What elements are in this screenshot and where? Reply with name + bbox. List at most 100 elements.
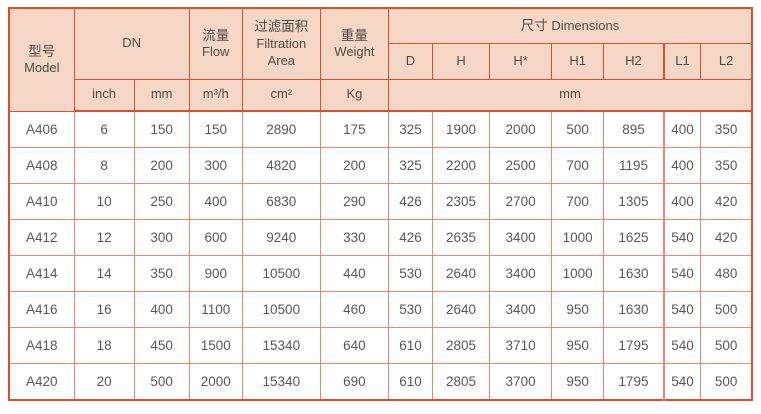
cell-model: A420 bbox=[8, 363, 75, 401]
cell-inch: 20 bbox=[73, 363, 135, 401]
unit-dims-mm: mm bbox=[387, 78, 753, 112]
cell-area: 10500 bbox=[241, 255, 321, 292]
cell-area: 2890 bbox=[241, 110, 321, 148]
cell-area: 6830 bbox=[241, 183, 321, 220]
cell-dim-h2: 1625 bbox=[603, 219, 665, 256]
cell-flow: 2000 bbox=[188, 363, 243, 401]
cell-dim-hstar: 3400 bbox=[489, 219, 553, 256]
cell-weight: 290 bbox=[319, 183, 389, 220]
cell-weight: 330 bbox=[319, 219, 389, 256]
model-label-en: Model bbox=[24, 60, 60, 76]
cell-dim-h: 2200 bbox=[431, 147, 491, 184]
cell-dim-h2: 1630 bbox=[603, 291, 665, 328]
cell-dim-l1: 540 bbox=[662, 291, 702, 328]
cell-area: 4820 bbox=[241, 147, 321, 184]
flow-label-zh: 流量 bbox=[202, 27, 230, 43]
cell-dim-d: 325 bbox=[387, 110, 433, 148]
cell-dim-h2: 1795 bbox=[603, 327, 665, 364]
cell-model: A412 bbox=[8, 219, 75, 256]
cell-dim-h: 2635 bbox=[431, 219, 491, 256]
cell-dim-h2: 1630 bbox=[603, 255, 665, 292]
cell-dim-d: 610 bbox=[387, 327, 433, 364]
col-header-model: 型号 Model bbox=[8, 7, 75, 112]
cell-mm: 200 bbox=[133, 147, 190, 184]
col-header-hstar: H* bbox=[489, 42, 553, 80]
cell-weight: 460 bbox=[319, 291, 389, 328]
table-row: A414 14 350 900 10500 440 530 2640 3400 1000 1630 5… bbox=[8, 255, 753, 292]
unit-flow: m³/h bbox=[188, 78, 243, 112]
table-body: A406 6 150 150 2890 175 325 1900 2000 500 895 400 35… bbox=[8, 110, 753, 401]
filtration-label-zh: 过滤面积 bbox=[254, 19, 309, 35]
weight-label-en: Weight bbox=[334, 44, 375, 60]
cell-dim-l1: 540 bbox=[662, 327, 702, 364]
col-header-dimensions: 尺寸 Dimensions bbox=[387, 7, 753, 44]
cell-dim-l1: 540 bbox=[662, 255, 702, 292]
filtration-label-en: Filtration Area bbox=[256, 35, 307, 68]
cell-weight: 640 bbox=[319, 327, 389, 364]
cell-dim-d: 426 bbox=[387, 183, 433, 220]
cell-dim-h1: 700 bbox=[551, 183, 605, 220]
cell-dim-l2: 500 bbox=[700, 291, 753, 328]
unit-weight: Kg bbox=[319, 78, 389, 112]
cell-flow: 600 bbox=[188, 219, 243, 256]
cell-dim-l2: 420 bbox=[700, 183, 753, 220]
cell-dim-h1: 1000 bbox=[551, 219, 605, 256]
cell-area: 15340 bbox=[241, 327, 321, 364]
cell-weight: 440 bbox=[319, 255, 389, 292]
table-row: A406 6 150 150 2890 175 325 1900 2000 500 895 400 35… bbox=[8, 110, 753, 148]
cell-mm: 150 bbox=[133, 110, 190, 148]
table-row: A416 16 400 1100 10500 460 530 2640 3400 950 1630 5… bbox=[8, 291, 753, 328]
cell-dim-hstar: 3400 bbox=[489, 291, 553, 328]
cell-dim-h: 2305 bbox=[431, 183, 491, 220]
cell-dim-hstar: 2500 bbox=[489, 147, 553, 184]
cell-inch: 10 bbox=[73, 183, 135, 220]
col-header-h: H bbox=[431, 42, 491, 80]
cell-mm: 300 bbox=[133, 219, 190, 256]
cell-dim-hstar: 3700 bbox=[489, 363, 553, 401]
cell-mm: 400 bbox=[133, 291, 190, 328]
cell-weight: 200 bbox=[319, 147, 389, 184]
cell-flow: 1500 bbox=[188, 327, 243, 364]
cell-dim-h: 1900 bbox=[431, 110, 491, 148]
cell-dim-h1: 500 bbox=[551, 110, 605, 148]
cell-dim-h1: 950 bbox=[551, 327, 605, 364]
cell-dim-l1: 400 bbox=[662, 110, 702, 148]
cell-model: A418 bbox=[8, 327, 75, 364]
cell-dim-l1: 400 bbox=[662, 183, 702, 220]
col-header-flow: 流量 Flow bbox=[188, 7, 243, 80]
cell-area: 9240 bbox=[241, 219, 321, 256]
col-header-d: D bbox=[387, 42, 433, 80]
cell-flow: 150 bbox=[188, 110, 243, 148]
cell-area: 15340 bbox=[241, 363, 321, 401]
col-header-l1: L1 bbox=[662, 42, 702, 80]
cell-model: A416 bbox=[8, 291, 75, 328]
cell-dim-d: 530 bbox=[387, 255, 433, 292]
cell-mm: 350 bbox=[133, 255, 190, 292]
header-row-dims: D H H* H1 H2 L1 L2 bbox=[9, 42, 753, 80]
dimensions-label-en: Dimensions bbox=[551, 17, 620, 33]
cell-weight: 690 bbox=[319, 363, 389, 401]
table-row: A408 8 200 300 4820 200 325 2200 2500 700 1195 400 3… bbox=[8, 147, 753, 184]
table-row: A412 12 300 600 9240 330 426 2635 3400 1000 1625 54… bbox=[8, 219, 753, 256]
cell-dim-h1: 700 bbox=[551, 147, 605, 184]
cell-dim-l2: 500 bbox=[700, 363, 753, 401]
cell-dim-h1: 950 bbox=[551, 363, 605, 401]
cell-dim-hstar: 3400 bbox=[489, 255, 553, 292]
cell-dim-h2: 1795 bbox=[603, 363, 665, 401]
dimensions-label-zh: 尺寸 bbox=[520, 17, 548, 33]
cell-dim-d: 426 bbox=[387, 219, 433, 256]
cell-dim-h2: 1195 bbox=[603, 147, 665, 184]
cell-dim-d: 610 bbox=[387, 363, 433, 401]
table-row: A418 18 450 1500 15340 640 610 2805 3710 950 1795 5… bbox=[8, 327, 753, 364]
col-header-weight: 重量 Weight bbox=[319, 7, 389, 80]
table-row: A410 10 250 400 6830 290 426 2305 2700 700 1305 400… bbox=[8, 183, 753, 220]
cell-dim-l2: 350 bbox=[700, 147, 753, 184]
cell-dim-hstar: 2000 bbox=[489, 110, 553, 148]
cell-model: A414 bbox=[8, 255, 75, 292]
cell-dim-h1: 1000 bbox=[551, 255, 605, 292]
cell-dim-h2: 1305 bbox=[603, 183, 665, 220]
flow-label-en: Flow bbox=[202, 44, 230, 60]
cell-weight: 175 bbox=[319, 110, 389, 148]
cell-dim-d: 325 bbox=[387, 147, 433, 184]
